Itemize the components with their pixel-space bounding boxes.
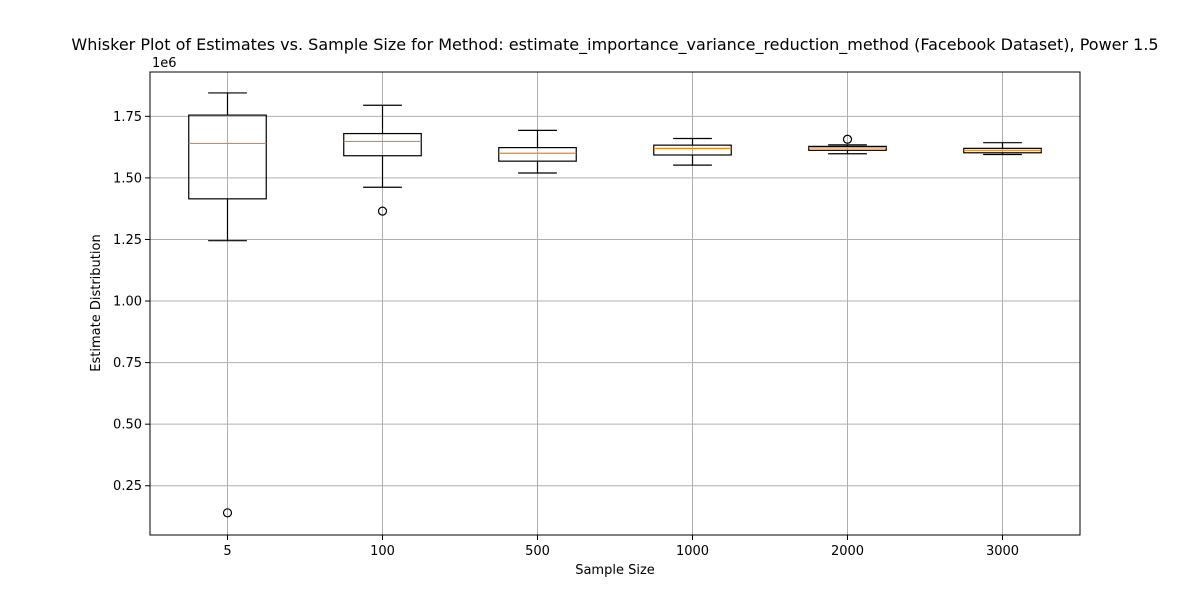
y-axis-ticks: 0.25 0.50 0.75 1.00 1.25 1.50 1.75 xyxy=(113,110,150,494)
plot-frame xyxy=(149,71,1081,536)
y-tick-label: 1.75 xyxy=(113,110,142,125)
chart-title: Whisker Plot of Estimates vs. Sample Siz… xyxy=(71,35,1158,55)
y-axis-label: Estimate Distribution xyxy=(89,234,104,371)
iqr-box xyxy=(188,114,267,200)
outlier-point xyxy=(377,206,388,216)
box-3000 xyxy=(963,142,1042,156)
iqr-box xyxy=(653,144,732,156)
y-tick-label: 0.25 xyxy=(113,479,142,494)
x-axis-ticks: 5 100 500 1000 2000 3000 xyxy=(223,535,1019,559)
box-2000 xyxy=(808,134,887,155)
outlier-point xyxy=(842,134,853,144)
x-tick-label: 5 xyxy=(223,544,231,559)
box-1000 xyxy=(653,137,732,166)
x-tick-label: 1000 xyxy=(676,544,709,559)
box-500 xyxy=(498,129,577,174)
box-5 xyxy=(188,92,267,518)
y-tick-label: 0.50 xyxy=(113,418,142,433)
y-tick-label: 1.25 xyxy=(113,233,142,248)
box-100 xyxy=(343,104,422,216)
iqr-box xyxy=(498,147,577,162)
x-tick-label: 100 xyxy=(370,544,395,559)
x-tick-label: 3000 xyxy=(986,544,1019,559)
outlier-point xyxy=(222,508,233,518)
y-offset-text: 1e6 xyxy=(152,56,177,71)
box-series xyxy=(188,92,1042,518)
grid-lines xyxy=(150,72,1080,535)
x-axis-label: Sample Size xyxy=(575,563,655,578)
iqr-box xyxy=(343,132,422,157)
y-tick-label: 1.50 xyxy=(113,171,142,186)
y-tick-label: 1.00 xyxy=(113,295,142,310)
x-tick-label: 2000 xyxy=(831,544,864,559)
y-tick-label: 0.75 xyxy=(113,356,142,371)
x-tick-label: 500 xyxy=(525,544,550,559)
